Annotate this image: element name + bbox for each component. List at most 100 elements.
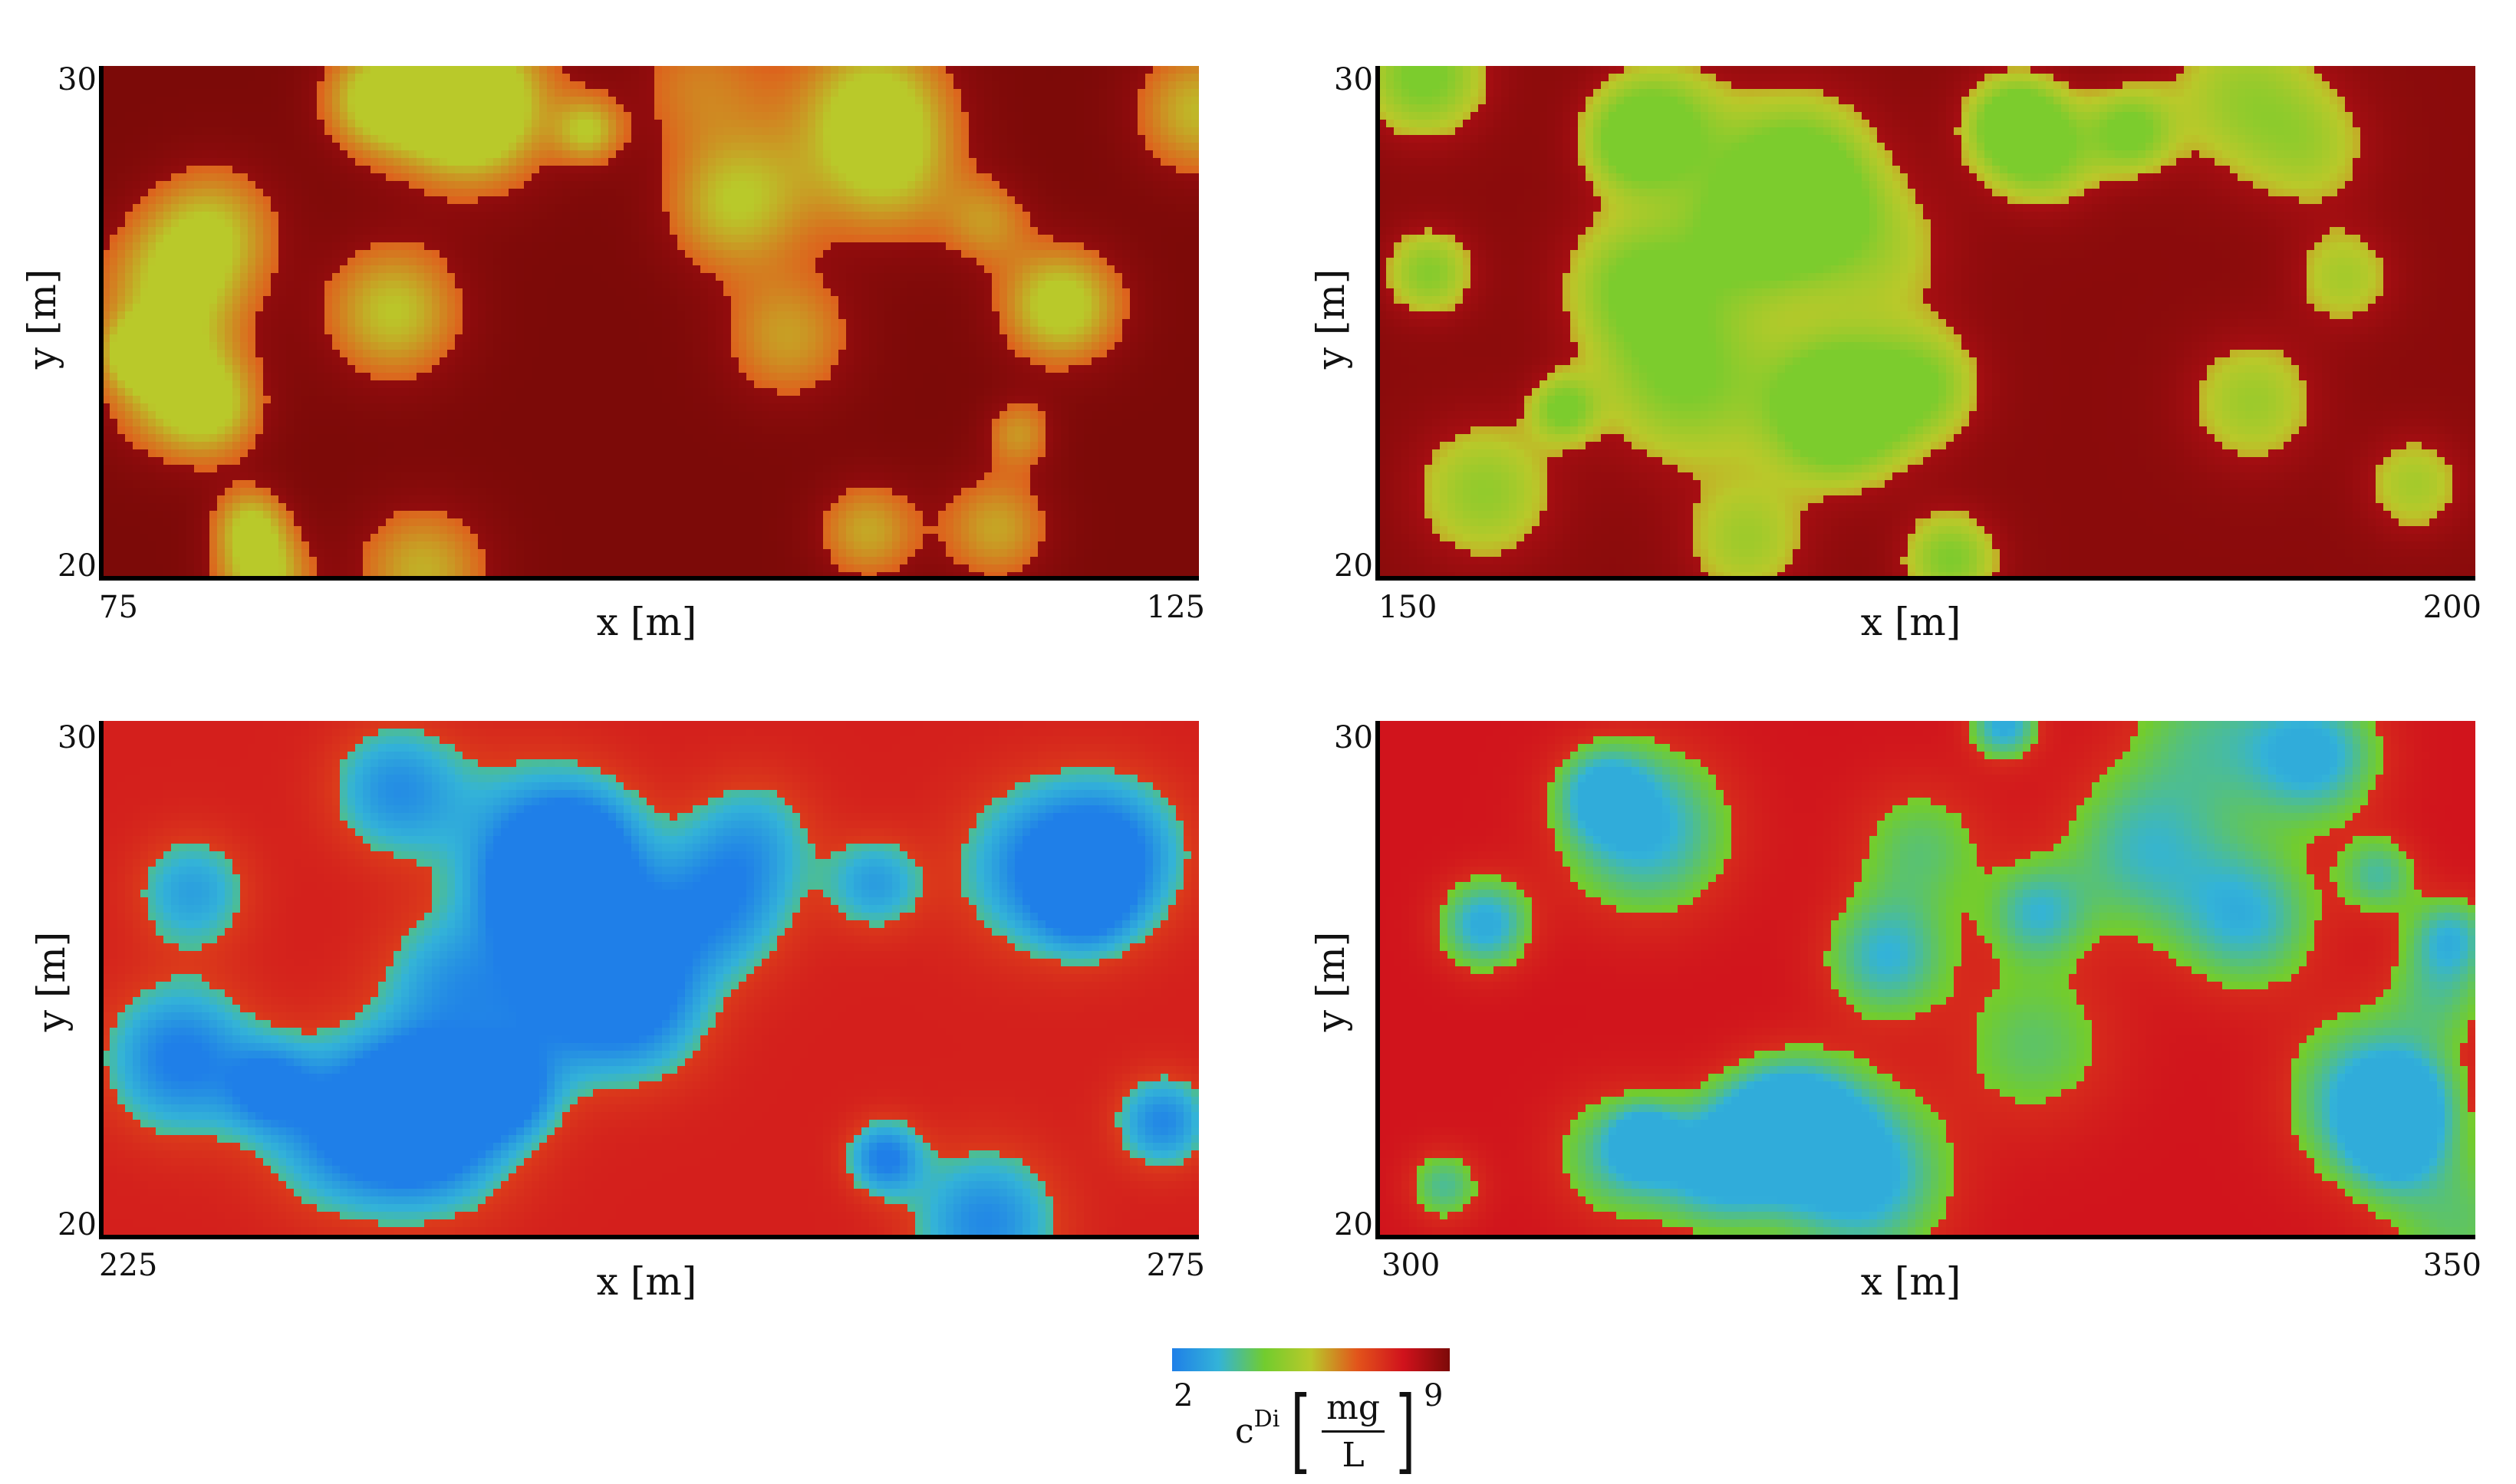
field-cell — [992, 327, 1000, 335]
field-cell — [532, 319, 540, 327]
field-cell — [363, 89, 371, 97]
field-cell — [217, 327, 226, 335]
field-cell — [1138, 227, 1146, 235]
field-cell — [340, 158, 348, 166]
field-cell — [831, 204, 839, 212]
field-cell — [409, 281, 417, 289]
field-cell — [163, 311, 172, 320]
field-cell — [593, 74, 601, 82]
field-cell — [624, 319, 632, 327]
field-cell — [861, 296, 870, 304]
field-cell — [900, 104, 908, 113]
field-cell — [746, 143, 755, 151]
field-cell — [140, 327, 149, 335]
field-cell — [984, 150, 993, 159]
field-cell — [347, 304, 356, 312]
field-cell — [831, 173, 839, 182]
field-cell — [869, 311, 878, 320]
field-cell — [447, 319, 456, 327]
field-cell — [271, 196, 279, 205]
field-cell — [470, 74, 479, 82]
field-cell — [355, 265, 364, 274]
field-cell — [301, 288, 310, 297]
field-cell — [225, 112, 233, 120]
field-cell — [700, 150, 709, 159]
field-cell — [202, 281, 210, 289]
field-cell — [1161, 242, 1169, 251]
field-cell — [447, 166, 456, 174]
field-cell — [332, 181, 341, 189]
field-cell — [386, 196, 394, 205]
field-cell — [1107, 296, 1115, 304]
field-cell — [739, 166, 747, 174]
field-cell — [670, 281, 678, 289]
field-cell — [1161, 97, 1169, 105]
field-cell — [363, 281, 371, 289]
field-cell — [424, 189, 433, 197]
field-cell — [547, 143, 555, 151]
field-cell — [355, 150, 364, 159]
field-cell — [815, 158, 824, 166]
field-cell — [340, 227, 348, 235]
field-cell — [969, 143, 977, 151]
field-cell — [447, 89, 456, 97]
field-cell — [1053, 97, 1062, 105]
field-cell — [432, 181, 440, 189]
field-cell — [570, 235, 578, 243]
field-cell — [999, 296, 1008, 304]
field-cell — [455, 258, 463, 266]
field-cell — [562, 196, 571, 205]
field-cell — [493, 227, 502, 235]
field-cell — [324, 219, 333, 228]
field-cell — [892, 265, 901, 274]
field-cell — [1084, 281, 1092, 289]
field-cell — [562, 166, 571, 174]
field-cell — [125, 204, 133, 212]
field-cell — [946, 158, 954, 166]
field-cell — [1191, 104, 1199, 113]
field-cell — [110, 189, 118, 197]
field-cell — [1176, 135, 1184, 143]
field-cell — [209, 235, 218, 243]
field-cell — [923, 143, 931, 151]
field-cell — [455, 104, 463, 113]
field-cell — [846, 150, 855, 159]
field-cell — [440, 196, 448, 205]
field-cell — [1076, 97, 1085, 105]
field-cell — [148, 74, 156, 82]
field-cell — [440, 150, 448, 159]
field-cell — [102, 120, 110, 128]
field-cell — [217, 166, 226, 174]
field-cell — [1046, 273, 1054, 281]
field-cell — [984, 127, 993, 136]
field-cell — [976, 250, 985, 258]
field-cell — [478, 311, 486, 320]
field-cell — [861, 181, 870, 189]
field-cell — [762, 327, 770, 335]
field-cell — [685, 66, 693, 74]
field-cell — [884, 97, 893, 105]
field-cell — [1130, 273, 1138, 281]
field-cell — [532, 212, 540, 220]
field-cell — [532, 281, 540, 289]
field-cell — [884, 158, 893, 166]
field-cell — [961, 166, 970, 174]
field-cell — [532, 158, 540, 166]
field-cell — [1084, 158, 1092, 166]
field-cell — [992, 66, 1000, 74]
field-cell — [1176, 250, 1184, 258]
field-cell — [999, 204, 1008, 212]
field-cell — [739, 212, 747, 220]
field-cell — [654, 273, 663, 281]
field-cell — [140, 74, 149, 82]
field-cell — [930, 227, 939, 235]
field-cell — [769, 288, 778, 297]
field-cell — [271, 288, 279, 297]
field-cell — [792, 204, 801, 212]
field-cell — [946, 189, 954, 197]
field-cell — [332, 219, 341, 228]
field-cell — [792, 288, 801, 297]
field-cell — [378, 158, 387, 166]
field-cell — [317, 296, 325, 304]
field-cell — [1038, 74, 1046, 82]
